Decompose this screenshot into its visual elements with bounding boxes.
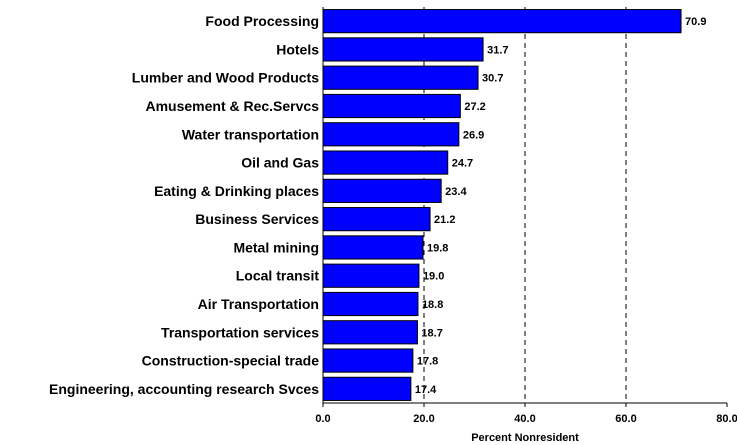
value-label: 19.0 [423, 271, 444, 283]
x-axis-title: Percent Nonresident [471, 432, 579, 444]
value-label: 26.9 [463, 129, 484, 141]
bar [322, 207, 431, 232]
value-label: 17.8 [417, 356, 438, 368]
value-label: 19.8 [427, 242, 448, 254]
value-label: 27.2 [464, 101, 485, 113]
bar [322, 65, 479, 90]
bar [322, 376, 412, 401]
value-label: 30.7 [482, 73, 503, 85]
value-labels: 70.9 31.7 30.7 27.2 26.9 24.7 23.4 21.2 19.8 19.0… [415, 16, 707, 396]
x-tick-label: 20.0 [413, 413, 434, 425]
category-label: Engineering, accounting research Svces [49, 381, 319, 397]
bar [322, 150, 449, 175]
category-label: Metal mining [233, 239, 319, 255]
x-tick-label: 0.0 [315, 413, 330, 425]
value-label: 23.4 [445, 186, 467, 198]
category-label: Water transportation [182, 126, 319, 142]
bar [322, 320, 418, 345]
category-label: Hotels [276, 41, 319, 57]
category-label: Amusement & Rec.Servcs [145, 98, 319, 114]
category-label: Construction-special trade [142, 353, 320, 369]
value-label: 24.7 [452, 158, 473, 170]
category-labels: Food Processing Hotels Lumber and Wood Pro… [49, 13, 319, 397]
bar [322, 37, 484, 62]
bars [322, 9, 682, 401]
value-label: 31.7 [487, 44, 508, 56]
x-tick-label: 60.0 [615, 413, 636, 425]
bar [322, 93, 461, 119]
bar [322, 178, 442, 203]
bar [322, 291, 419, 317]
x-ticks: 0.0 20.0 40.0 60.0 80.0 [315, 403, 737, 425]
value-label: 18.8 [422, 299, 443, 311]
value-label: 21.2 [434, 214, 455, 226]
category-label: Oil and Gas [241, 155, 319, 171]
bar [322, 348, 414, 373]
bar [322, 9, 682, 34]
category-label: Transportation services [161, 324, 319, 340]
x-tick-label: 80.0 [716, 413, 737, 425]
category-label: Business Services [195, 211, 319, 227]
category-label: Eating & Drinking places [154, 183, 319, 199]
bar [322, 263, 420, 288]
category-label: Food Processing [205, 13, 319, 29]
x-tick-label: 40.0 [514, 413, 535, 425]
value-label: 18.7 [421, 327, 442, 339]
value-label: 70.9 [685, 16, 706, 28]
category-label: Local transit [236, 268, 320, 284]
category-label: Air Transportation [198, 296, 319, 312]
category-label: Lumber and Wood Products [132, 70, 319, 86]
value-label: 17.4 [415, 384, 437, 396]
bar [322, 235, 424, 260]
bar [322, 122, 460, 147]
